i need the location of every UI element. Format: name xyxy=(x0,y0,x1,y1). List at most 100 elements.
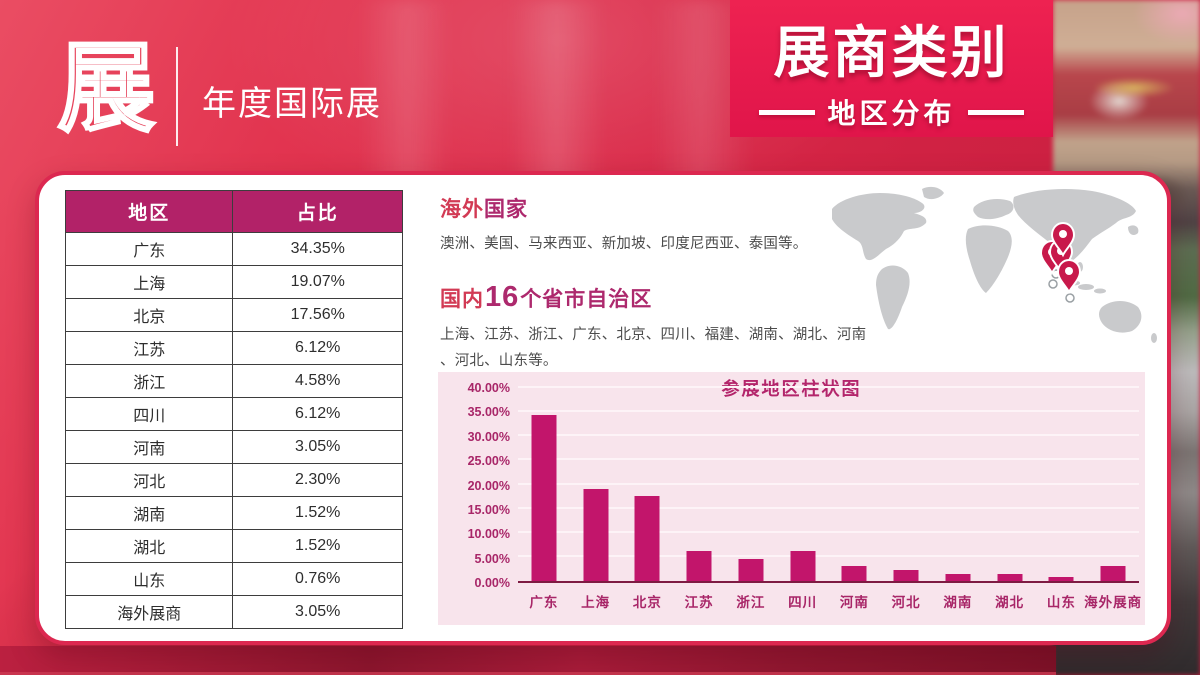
domestic-heading-part1: 国内 xyxy=(440,288,484,312)
x-axis-labels: 广东 上海 北京 江苏 浙江 四川 河南 河北 湖南 湖北 山东 海外展商 xyxy=(518,591,1143,613)
bar-chart-panel: 参展地区柱状图 0.00% 5.00% 10.00% 15.00% 20.00% 25.0… xyxy=(438,372,1145,625)
content-card: 地区 占比 广东 34.35% 上海 19.07% 北京 17.56% 江苏 6.12% 浙江 4.… xyxy=(35,171,1171,645)
overseas-countries-text: 澳洲、美国、马来西亚、新加坡、印度尼西亚、泰国等。 xyxy=(440,236,808,252)
bar-浙江 xyxy=(738,558,764,581)
table-cell: 2.30% xyxy=(232,463,403,497)
domestic-heading-part2: 个省市自治区 xyxy=(520,288,653,312)
table-row: 上海 19.07% xyxy=(64,265,403,299)
chart-title: 参展地区柱状图 xyxy=(721,379,862,399)
bar-广东 xyxy=(531,415,557,581)
table-row: 河北 2.30% xyxy=(64,463,403,497)
table-cell: 4.58% xyxy=(232,364,403,398)
bar-海外展商 xyxy=(1100,566,1126,581)
x-tick-label: 河南 xyxy=(839,595,869,610)
table-header-row: 地区 占比 xyxy=(64,190,403,233)
table-row: 湖南 1.52% xyxy=(64,496,403,530)
location-pins xyxy=(1039,221,1082,303)
gridline xyxy=(518,506,1139,509)
x-tick-label: 北京 xyxy=(632,595,662,610)
table-cell: 6.12% xyxy=(232,397,403,431)
table-cell: 河北 xyxy=(64,463,234,497)
continents xyxy=(832,186,1157,343)
y-tick-label: 20.00% xyxy=(467,478,510,493)
table-cell: 北京 xyxy=(64,298,234,332)
x-tick-label: 上海 xyxy=(581,595,611,610)
x-tick-label: 海外展商 xyxy=(1084,595,1143,610)
background-bottom-band xyxy=(0,646,1056,675)
gridline xyxy=(518,458,1139,461)
bar-河北 xyxy=(893,569,919,581)
plot-area xyxy=(518,386,1139,583)
y-tick-label: 10.00% xyxy=(467,527,510,542)
ring-marker xyxy=(1065,293,1075,303)
table-column-header: 地区 xyxy=(64,190,234,233)
table-cell: 浙江 xyxy=(64,364,234,398)
gridline xyxy=(518,386,1139,388)
y-tick-label: 15.00% xyxy=(467,502,510,517)
x-tick-label: 四川 xyxy=(788,595,818,610)
y-tick-label: 30.00% xyxy=(467,429,510,444)
x-tick-label: 河北 xyxy=(891,595,921,610)
table-cell: 四川 xyxy=(64,397,234,431)
banner-subtitle: 地区分布 xyxy=(827,98,956,129)
x-tick-label: 江苏 xyxy=(684,595,714,610)
table-cell: 江苏 xyxy=(64,331,234,365)
gridline xyxy=(518,434,1139,437)
table-cell: 海外展商 xyxy=(64,595,234,629)
table-cell: 河南 xyxy=(64,430,234,464)
bar-湖北 xyxy=(997,573,1023,581)
table-cell: 0.76% xyxy=(232,562,403,596)
x-tick-label: 广东 xyxy=(529,595,559,610)
table-cell: 1.52% xyxy=(232,496,403,530)
dash-line xyxy=(967,109,1024,115)
table-cell: 3.05% xyxy=(232,595,403,629)
logo-divider-line xyxy=(176,47,178,146)
table-cell: 湖南 xyxy=(64,496,234,530)
table-column-header: 占比 xyxy=(232,190,403,233)
ring-marker xyxy=(1048,279,1058,289)
x-tick-label: 浙江 xyxy=(736,595,766,610)
table-cell: 17.56% xyxy=(232,298,403,332)
table-row: 海外展商 3.05% xyxy=(64,595,403,629)
overseas-heading-part2: 国家 xyxy=(484,198,528,221)
table-cell: 1.52% xyxy=(232,529,403,563)
table-row: 河南 3.05% xyxy=(64,430,403,464)
bar-北京 xyxy=(634,496,660,581)
y-tick-label: 0.00% xyxy=(474,576,510,590)
bar-山东 xyxy=(1048,577,1074,581)
dash-line xyxy=(759,109,816,115)
bar-四川 xyxy=(790,551,816,581)
table-cell: 山东 xyxy=(64,562,234,596)
table-cell: 3.05% xyxy=(232,430,403,464)
world-map xyxy=(832,186,1157,343)
x-tick-label: 湖北 xyxy=(995,595,1025,610)
banner-title: 展商类别 xyxy=(773,21,1010,84)
y-tick-label: 25.00% xyxy=(467,454,510,469)
y-tick-label: 40.00% xyxy=(467,381,510,395)
bar-河南 xyxy=(841,566,867,581)
banner-subtitle-row: 地区分布 xyxy=(759,92,1024,132)
gridline xyxy=(518,530,1139,533)
table-cell: 上海 xyxy=(64,265,234,299)
gridline xyxy=(518,482,1139,485)
overseas-heading: 海外国家 xyxy=(440,193,876,223)
domestic-heading-number: 16 xyxy=(485,281,520,314)
x-tick-label: 湖南 xyxy=(943,595,973,610)
table-cell: 湖北 xyxy=(64,529,234,563)
table-cell: 广东 xyxy=(64,232,234,266)
x-tick-label: 山东 xyxy=(1046,595,1076,610)
table-cell: 34.35% xyxy=(232,232,403,266)
gridline xyxy=(518,410,1139,413)
gridline xyxy=(518,554,1139,557)
region-share-table: 地区 占比 广东 34.35% 上海 19.07% 北京 17.56% 江苏 6.12% 浙江 4.… xyxy=(64,190,403,629)
overseas-heading-part1: 海外 xyxy=(440,198,484,221)
title-banner: 展商类别 地区分布 xyxy=(730,0,1053,137)
logo-outline-character: 展 xyxy=(57,34,157,143)
location-pin xyxy=(1050,221,1076,258)
table-row: 山东 0.76% xyxy=(64,562,403,596)
location-pin xyxy=(1056,258,1082,295)
domestic-regions-text: 上海、江苏、浙江、广东、北京、四川、福建、湖南、湖北、河南、河北、山东等。 xyxy=(440,327,867,370)
table-row: 湖北 1.52% xyxy=(64,529,403,563)
table-row: 浙江 4.58% xyxy=(64,364,403,398)
